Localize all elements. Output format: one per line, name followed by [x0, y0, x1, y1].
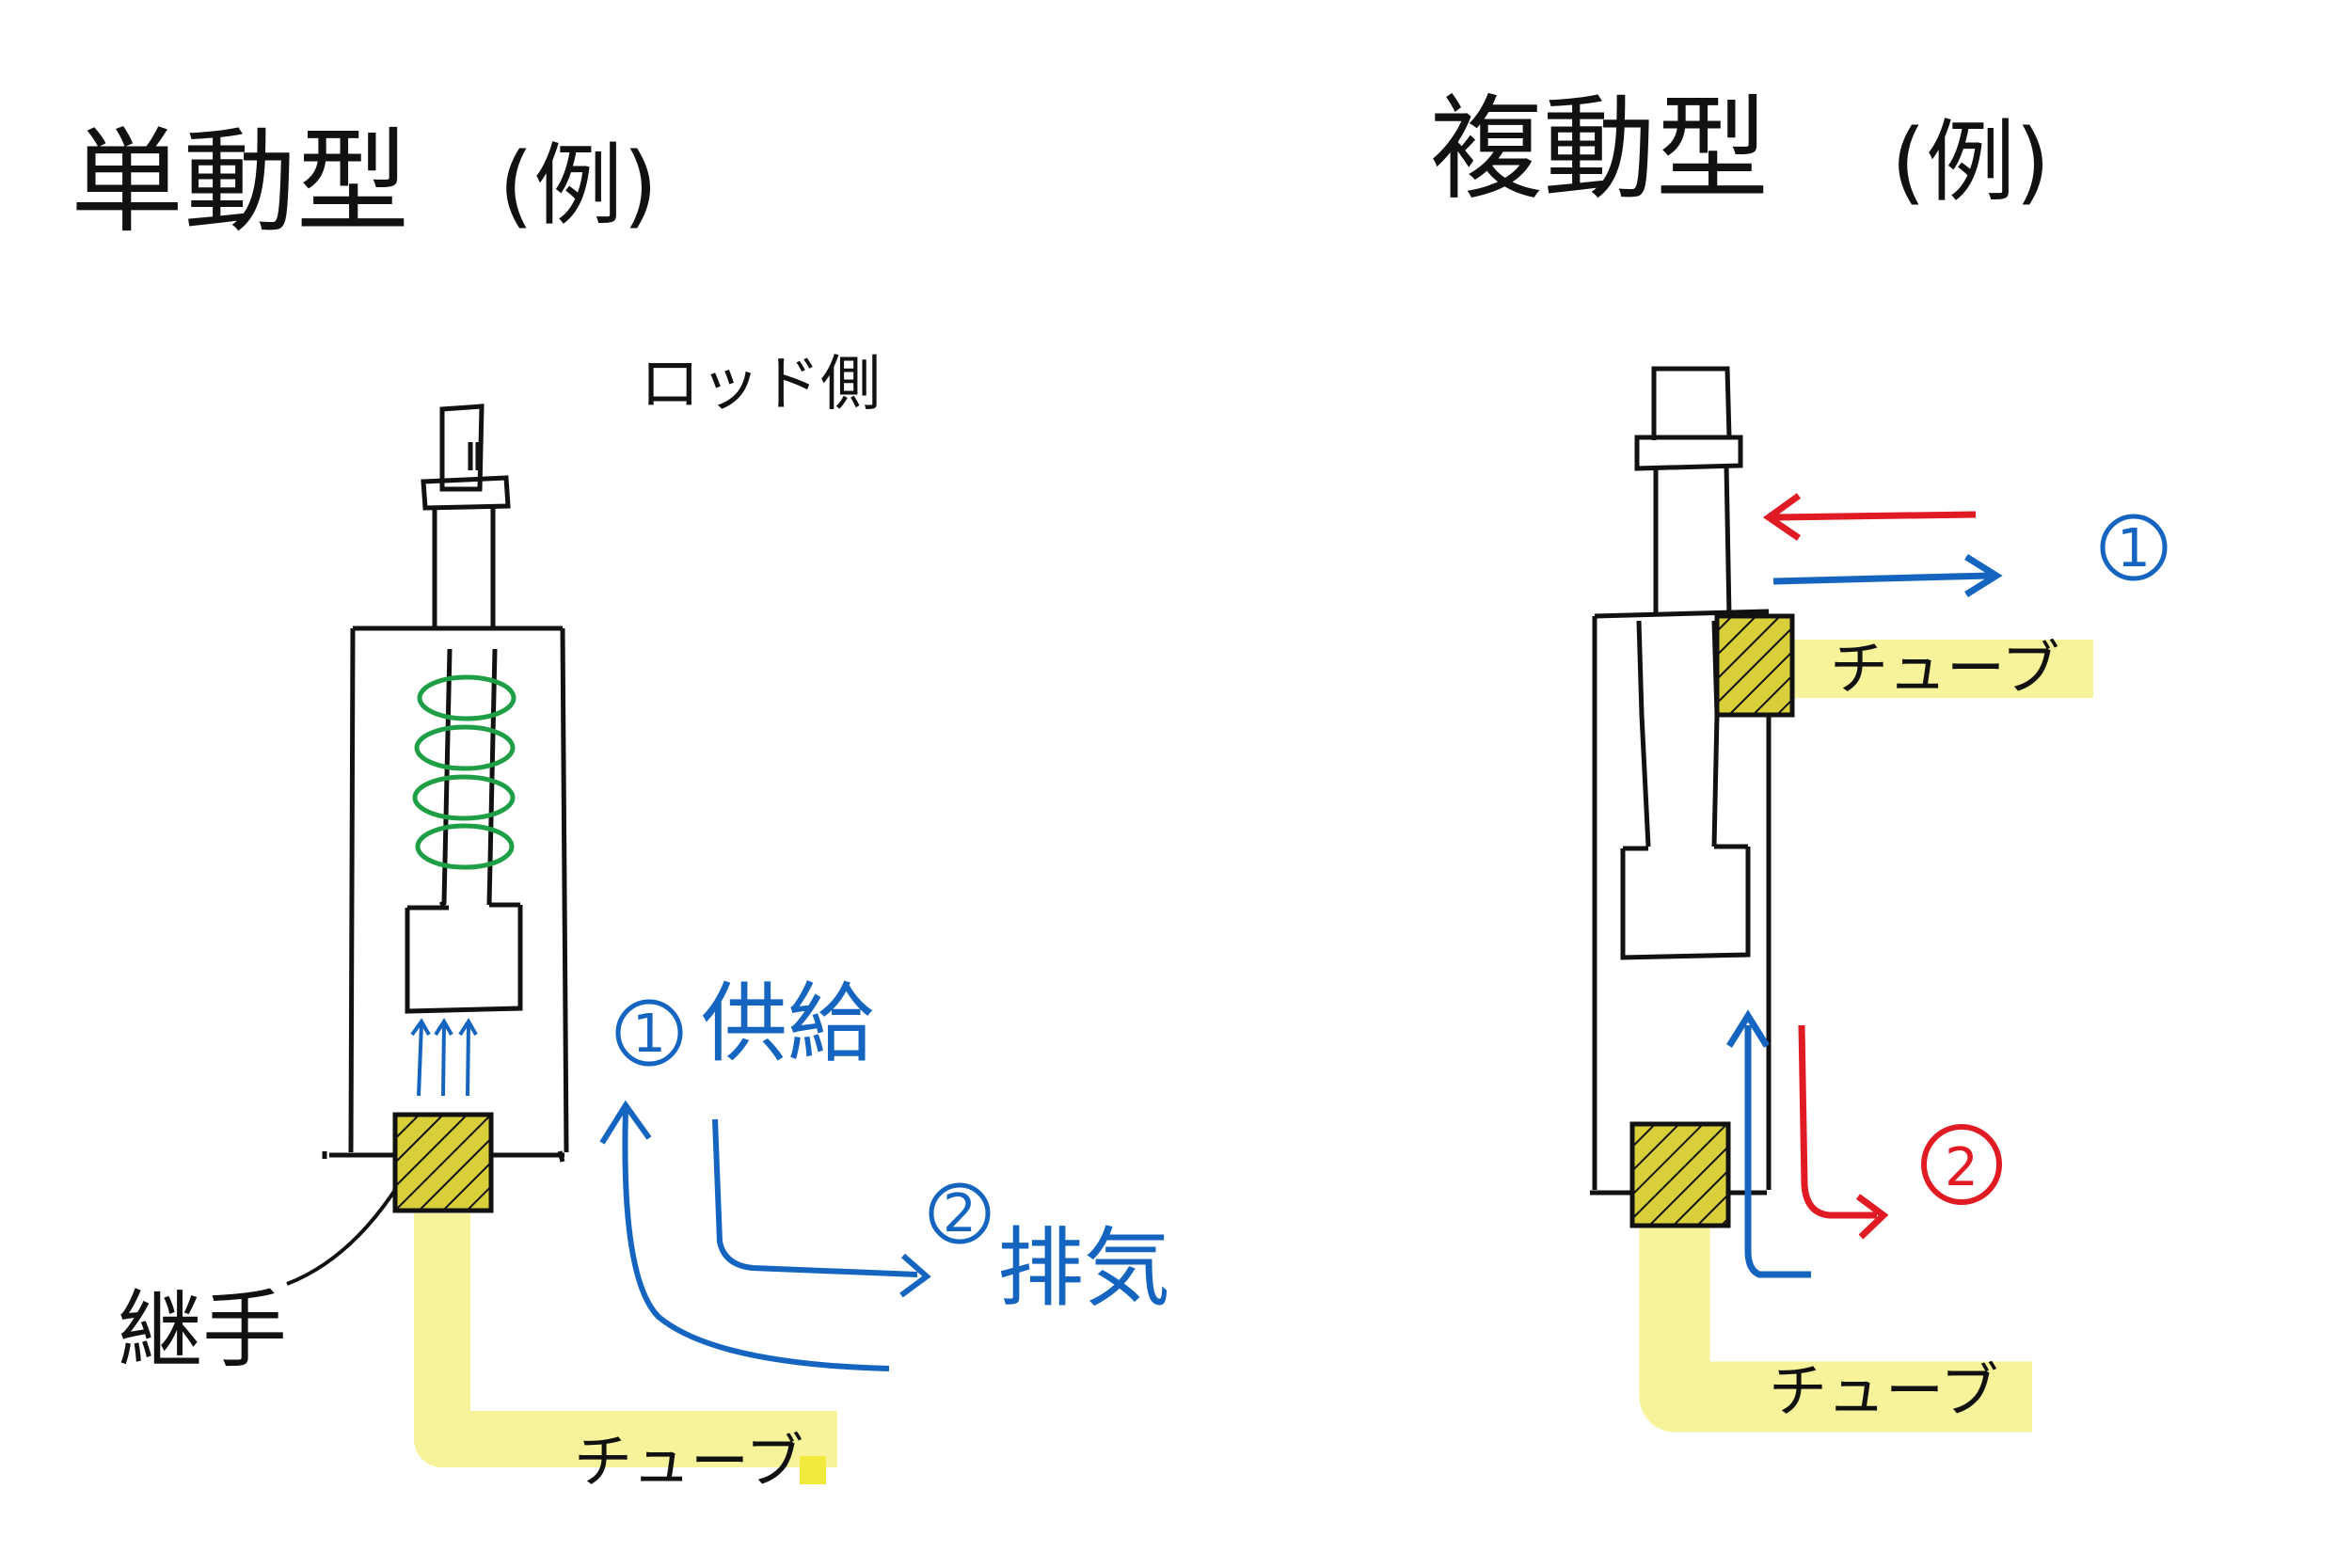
- supply-number: 1: [632, 1004, 666, 1065]
- return-arrow-red-head: [1762, 493, 1802, 541]
- rod-side-label: ロッド側: [640, 350, 881, 420]
- exhaust-arrow: [712, 1118, 918, 1277]
- exhaust-number: 2: [943, 1183, 977, 1244]
- tube-top-label: チューブ: [1830, 634, 2059, 703]
- step-2-marker: 2: [1921, 1124, 2002, 1205]
- air-arrows-up: [410, 1018, 478, 1097]
- double-acting-example-label: (例): [1891, 111, 2050, 214]
- supply-label-group: 1 供給: [615, 974, 874, 1074]
- exhaust-label-group: 2 排気: [929, 1182, 1170, 1319]
- single-acting-example-label: (例): [499, 135, 658, 238]
- supply-label: 供給: [701, 974, 874, 1074]
- step-1-number: 1: [2117, 518, 2151, 579]
- fitting-leader-line: [286, 1188, 397, 1286]
- rod-left: [421, 404, 511, 628]
- exhaust-label: 排気: [997, 1218, 1170, 1319]
- supply-arrow-blue-bottom-head: [1726, 1009, 1770, 1048]
- exhaust-arrow-red-bottom: [1798, 1024, 1877, 1219]
- fitting-left: [392, 1112, 494, 1213]
- tube-left-label: チューブ: [574, 1427, 803, 1496]
- supply-arrow-head: [599, 1100, 652, 1145]
- fitting-top-right: [1714, 613, 1795, 718]
- tube-bottom-right: [1639, 1213, 2032, 1433]
- exhaust-arrow-blue-top: [1772, 572, 1991, 585]
- step-2-number: 2: [1945, 1137, 1979, 1198]
- step-1-marker: 1: [2100, 514, 2168, 581]
- fitting-bottom-right: [1629, 1121, 1731, 1228]
- supply-arrow-blue-bottom: [1744, 1025, 1811, 1278]
- tube-left: [414, 1213, 837, 1467]
- rod-right: [1634, 366, 1743, 617]
- single-acting-diagram: 単動型 (例) ロッド側 チューブ: [71, 118, 1170, 1496]
- exhaust-arrow-red-bottom-head: [1855, 1194, 1889, 1240]
- piston-left: [405, 648, 523, 1014]
- double-acting-title: 複動型: [1430, 85, 1769, 215]
- exhaust-arrow-head: [899, 1253, 931, 1298]
- exhaust-arrow-blue-top-head: [1964, 554, 2003, 597]
- double-acting-diagram: 複動型 (例) チューブ チューブ: [1430, 85, 2168, 1433]
- single-acting-title: 単動型: [71, 118, 409, 248]
- supply-arrow: [622, 1109, 890, 1371]
- spring: [412, 674, 516, 870]
- fitting-label: 継手: [118, 1281, 287, 1380]
- return-arrow-red: [1772, 511, 1977, 521]
- tube-bottom-label: チューブ: [1769, 1356, 1998, 1425]
- tube-end-marker: [800, 1456, 826, 1484]
